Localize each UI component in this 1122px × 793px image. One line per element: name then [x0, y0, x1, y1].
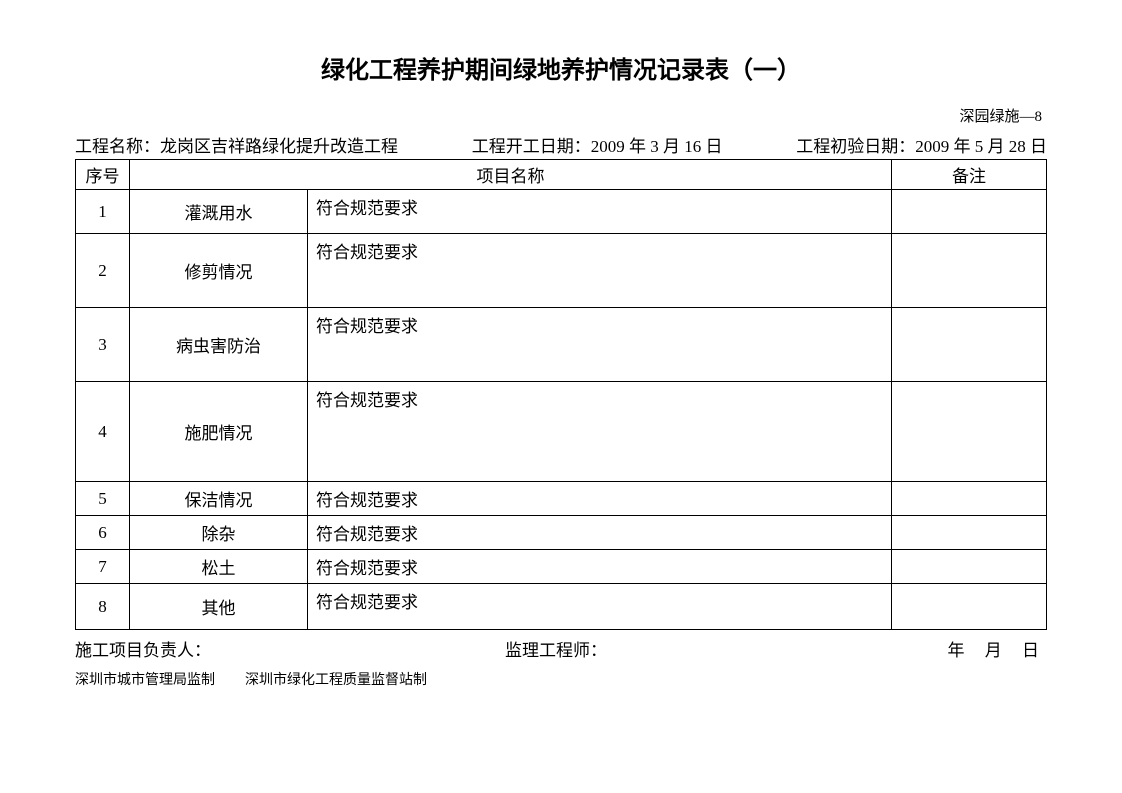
cell-seq: 7 — [76, 550, 130, 584]
supervisor-engineer-label: 监理工程师： — [505, 636, 948, 661]
org-2: 深圳市绿化工程质量监督站制 — [245, 673, 427, 688]
header-seq: 序号 — [76, 160, 130, 190]
document-code: 深园绿施—8 — [75, 105, 1047, 126]
cell-note — [892, 190, 1047, 234]
cell-seq: 3 — [76, 308, 130, 382]
start-date-value: 2009 年 3 月 16 日 — [591, 137, 723, 156]
table-row: 4施肥情况符合规范要求 — [76, 382, 1047, 482]
page-title: 绿化工程养护期间绿地养护情况记录表（一） — [75, 50, 1047, 85]
inspect-date-label: 工程初验日期： — [796, 137, 915, 156]
header-item: 项目名称 — [130, 160, 892, 190]
cell-item: 其他 — [130, 584, 308, 630]
cell-seq: 4 — [76, 382, 130, 482]
table-header-row: 序号 项目名称 备注 — [76, 160, 1047, 190]
cell-note — [892, 382, 1047, 482]
cell-seq: 5 — [76, 482, 130, 516]
table-row: 7松土符合规范要求 — [76, 550, 1047, 584]
table-row: 6除杂符合规范要求 — [76, 516, 1047, 550]
start-date-label: 工程开工日期： — [472, 137, 591, 156]
cell-item: 修剪情况 — [130, 234, 308, 308]
cell-desc: 符合规范要求 — [308, 190, 892, 234]
date-placeholder: 年 月 日 — [948, 636, 1048, 661]
cell-seq: 2 — [76, 234, 130, 308]
table-row: 2修剪情况符合规范要求 — [76, 234, 1047, 308]
signature-line: 施工项目负责人： 监理工程师： 年 月 日 — [75, 636, 1047, 661]
cell-desc: 符合规范要求 — [308, 550, 892, 584]
footer-organizations: 深圳市城市管理局监制 深圳市绿化工程质量监督站制 — [75, 669, 1047, 689]
cell-note — [892, 308, 1047, 382]
construction-manager-label: 施工项目负责人： — [75, 636, 505, 661]
cell-note — [892, 550, 1047, 584]
org-1: 深圳市城市管理局监制 — [75, 673, 215, 688]
cell-desc: 符合规范要求 — [308, 234, 892, 308]
cell-note — [892, 482, 1047, 516]
table-row: 8其他符合规范要求 — [76, 584, 1047, 630]
cell-desc: 符合规范要求 — [308, 382, 892, 482]
cell-note — [892, 584, 1047, 630]
cell-desc: 符合规范要求 — [308, 584, 892, 630]
project-info-line: 工程名称：龙岗区吉祥路绿化提升改造工程 工程开工日期：2009 年 3 月 16… — [75, 132, 1047, 157]
inspect-date-value: 2009 年 5 月 28 日 — [915, 137, 1047, 156]
cell-item: 保洁情况 — [130, 482, 308, 516]
table-row: 3病虫害防治符合规范要求 — [76, 308, 1047, 382]
table-row: 1灌溉用水符合规范要求 — [76, 190, 1047, 234]
cell-item: 灌溉用水 — [130, 190, 308, 234]
project-name-value: 龙岗区吉祥路绿化提升改造工程 — [160, 137, 398, 156]
cell-seq: 1 — [76, 190, 130, 234]
record-table: 序号 项目名称 备注 1灌溉用水符合规范要求2修剪情况符合规范要求3病虫害防治符… — [75, 159, 1047, 630]
cell-note — [892, 234, 1047, 308]
project-name-label: 工程名称： — [75, 137, 160, 156]
cell-desc: 符合规范要求 — [308, 308, 892, 382]
table-row: 5保洁情况符合规范要求 — [76, 482, 1047, 516]
cell-desc: 符合规范要求 — [308, 482, 892, 516]
cell-item: 松土 — [130, 550, 308, 584]
cell-item: 施肥情况 — [130, 382, 308, 482]
cell-note — [892, 516, 1047, 550]
cell-desc: 符合规范要求 — [308, 516, 892, 550]
cell-seq: 8 — [76, 584, 130, 630]
cell-seq: 6 — [76, 516, 130, 550]
cell-item: 除杂 — [130, 516, 308, 550]
cell-item: 病虫害防治 — [130, 308, 308, 382]
header-note: 备注 — [892, 160, 1047, 190]
